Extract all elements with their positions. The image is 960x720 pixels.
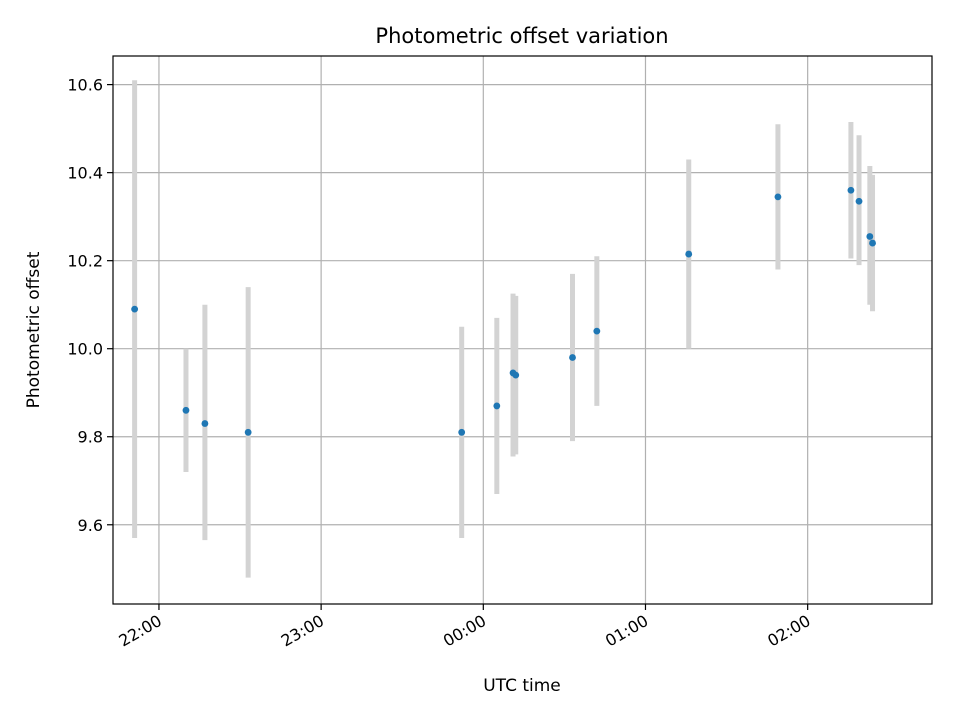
y-tick-label: 9.8 — [78, 428, 103, 447]
x-tick-label: 22:00 — [116, 611, 165, 651]
data-point — [512, 371, 520, 379]
plot-frame — [112, 55, 933, 605]
y-tick-label: 9.6 — [78, 516, 103, 535]
data-point — [866, 233, 874, 240]
data-point — [855, 197, 863, 205]
error-bars — [132, 80, 876, 578]
data-points — [131, 186, 876, 436]
x-axis-ticks: 22:00 23:00 00:00 01:00 02:00 — [116, 604, 814, 651]
data-point — [869, 239, 876, 247]
grid-lines — [113, 56, 932, 604]
data-point — [774, 193, 782, 201]
data-point — [569, 354, 576, 361]
x-tick-label: 23:00 — [278, 611, 327, 651]
data-point — [182, 406, 190, 414]
chart-title: Photometric offset variation — [375, 24, 668, 48]
x-axis-label: UTC time — [483, 676, 561, 696]
data-point — [458, 428, 466, 436]
y-axis-label: Photometric offset — [24, 251, 44, 408]
x-tick-label: 00:00 — [440, 611, 489, 651]
data-point — [201, 420, 209, 427]
x-tick-label: 01:00 — [602, 611, 651, 651]
data-point — [131, 305, 139, 313]
data-point — [244, 428, 252, 436]
data-point — [593, 327, 601, 335]
y-tick-label: 10.6 — [67, 76, 103, 95]
y-axis-ticks: 9.6 9.8 10.0 10.2 10.4 10.6 — [67, 76, 113, 535]
x-tick-label: 02:00 — [764, 611, 813, 651]
data-point — [847, 186, 855, 194]
data-point — [685, 250, 693, 258]
y-tick-label: 10.0 — [67, 340, 103, 359]
y-tick-label: 10.4 — [67, 164, 103, 183]
y-tick-label: 10.2 — [67, 252, 103, 271]
data-point — [493, 402, 501, 410]
